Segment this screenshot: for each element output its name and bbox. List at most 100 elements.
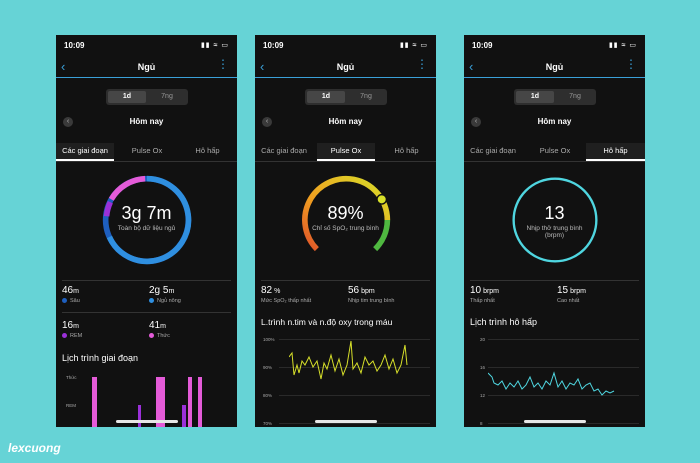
date-label: Hôm nay <box>537 117 572 126</box>
period-segmented-control: 1d 7ng <box>305 89 387 105</box>
status-time: 10:09 <box>64 41 85 50</box>
rem-dot-icon <box>62 333 67 339</box>
section-title: L.trình n.tim và n.độ oxy trong máu <box>261 317 393 327</box>
nav-title: Ngủ <box>545 62 564 72</box>
phone-pulse-ox: 10:09 ▮▮ ≈ ▭ ‹ Ngủ ⋮ 1d 7ng ‹ Hôm nay Cá… <box>255 35 436 427</box>
signal-wifi-battery-icon: ▮▮ ≈ ▭ <box>399 42 428 49</box>
signal-wifi-battery-icon: ▮▮ ≈ ▭ <box>200 42 229 49</box>
nav-title: Ngủ <box>336 62 355 72</box>
stat-awake: 41m <box>149 320 166 331</box>
divider <box>62 312 231 313</box>
sleep-stages-ring <box>102 175 192 265</box>
status-bar: 10:09 ▮▮ ≈ ▭ <box>464 35 645 55</box>
more-options-icon[interactable]: ⋮ <box>217 57 229 71</box>
stat-deep-label: Sâu <box>62 298 80 304</box>
status-bar: 10:09 ▮▮ ≈ ▭ <box>56 35 237 55</box>
spo2-timeline-chart <box>289 340 408 380</box>
segment-7ng[interactable]: 7ng <box>161 93 173 100</box>
watermark-text: lexcuong <box>8 441 61 455</box>
more-options-icon[interactable]: ⋮ <box>416 57 428 71</box>
tab-respiration[interactable]: Hô hấp <box>394 146 419 155</box>
back-chevron-icon[interactable]: ‹ <box>469 59 474 74</box>
home-indicator <box>315 420 377 423</box>
period-segmented-control: 1d 7ng <box>514 89 596 105</box>
segment-7ng[interactable]: 7ng <box>569 93 581 100</box>
stat-light-label: Ngủ nông <box>149 298 181 304</box>
phone-sleep-stages: 10:09 ▮▮ ≈ ▭ ‹ Ngủ ⋮ 1d 7ng ‹ Hôm nay Cá… <box>56 35 237 427</box>
stat-awake-label: Thức <box>149 333 170 339</box>
period-segmented-control: 1d 7ng <box>106 89 188 105</box>
y-tick-90: 90% <box>263 365 273 370</box>
y-tick-rem: REM <box>66 403 76 408</box>
tab-respiration[interactable]: Hô hấp <box>195 146 220 155</box>
segment-1d[interactable]: 1d <box>516 91 554 103</box>
signal-wifi-battery-icon: ▮▮ ≈ ▭ <box>608 42 637 49</box>
status-time: 10:09 <box>263 41 284 50</box>
tab-bar: Các giai đoạn Pulse Ox Hô hấp <box>255 143 436 162</box>
tab-stages[interactable]: Các giai đoạn <box>261 146 307 155</box>
date-row: ‹ Hôm nay <box>464 115 645 131</box>
tab-pulse-ox[interactable]: Pulse Ox <box>539 146 571 155</box>
awake-dot-icon <box>149 333 154 339</box>
nav-title: Ngủ <box>137 62 156 72</box>
respiration-timeline-chart <box>488 371 615 396</box>
avg-respiration-label: Nhịp thở trung bình (brpm) <box>464 225 645 239</box>
y-tick-8: 8 <box>480 421 483 426</box>
stage-timeline-chart <box>92 377 202 427</box>
stat-highest-label: Cao nhất <box>557 298 580 304</box>
stat-avg-hr: 56 bpm <box>348 285 375 296</box>
tab-bar: Các giai đoạn Pulse Ox Hô hấp <box>464 143 645 162</box>
nav-bar: ‹ Ngủ ⋮ <box>56 57 237 78</box>
date-label: Hôm nay <box>129 117 164 126</box>
stat-highest: 15 brpm <box>557 285 587 296</box>
spo2-gauge <box>302 175 391 252</box>
stat-avg-hr-label: Nhịp tim trung bình <box>348 298 395 304</box>
phone-respiration: 10:09 ▮▮ ≈ ▭ ‹ Ngủ ⋮ 1d 7ng ‹ Hôm nay Cá… <box>464 35 645 427</box>
stat-deep: 46m <box>62 285 79 296</box>
y-tick-16: 16 <box>480 365 486 370</box>
light-dot-icon <box>149 298 154 304</box>
segment-7ng[interactable]: 7ng <box>360 93 372 100</box>
divider <box>470 280 639 281</box>
tab-bar: Các giai đoạn Pulse Ox Hô hấp <box>56 143 237 162</box>
date-row: ‹ Hôm nay <box>255 115 436 131</box>
stat-rem: 16m <box>62 320 79 331</box>
y-tick-100: 100% <box>263 337 275 342</box>
more-options-icon[interactable]: ⋮ <box>625 57 637 71</box>
segment-1d[interactable]: 1d <box>307 91 345 103</box>
status-bar: 10:09 ▮▮ ≈ ▭ <box>255 35 436 55</box>
y-tick-80: 80% <box>263 393 273 398</box>
previous-day-icon[interactable]: ‹ <box>262 117 272 127</box>
stat-light: 2g 5m <box>149 285 175 296</box>
deep-dot-icon <box>62 298 67 304</box>
section-title: Lịch trình hô hấp <box>470 317 538 327</box>
total-sleep-label: Toàn bộ dữ liệu ngủ <box>117 225 176 232</box>
tab-respiration[interactable]: Hô hấp <box>586 143 645 161</box>
previous-day-icon[interactable]: ‹ <box>471 117 481 127</box>
section-title: Lịch trình giai đoạn <box>62 353 139 363</box>
avg-respiration-label-line2: (brpm) <box>544 232 565 239</box>
back-chevron-icon[interactable]: ‹ <box>61 59 66 74</box>
home-indicator <box>524 420 586 423</box>
stat-rem-label: REM <box>62 333 82 339</box>
segment-1d[interactable]: 1d <box>108 91 146 103</box>
tab-pulse-ox[interactable]: Pulse Ox <box>317 143 375 161</box>
tab-pulse-ox[interactable]: Pulse Ox <box>131 146 163 155</box>
gauge-marker <box>376 193 388 205</box>
nav-bar: ‹ Ngủ ⋮ <box>255 57 436 78</box>
y-tick-awake: Thức <box>66 375 77 380</box>
y-tick-20: 20 <box>480 337 486 342</box>
respiration-ring <box>512 177 598 263</box>
stat-min-spo2-label: Mức SpO₂ thấp nhất <box>261 298 312 304</box>
y-tick-70: 70% <box>263 421 273 426</box>
avg-respiration-label-line1: Nhịp thở trung bình <box>526 225 583 232</box>
tab-stages[interactable]: Các giai đoạn <box>56 143 114 161</box>
nav-bar: ‹ Ngủ ⋮ <box>464 57 645 78</box>
previous-day-icon[interactable]: ‹ <box>63 117 73 127</box>
tab-stages[interactable]: Các giai đoạn <box>470 146 516 155</box>
avg-spo2-label: Chỉ số SpO₂ trung bình <box>312 225 379 232</box>
status-time: 10:09 <box>472 41 493 50</box>
divider <box>62 280 231 281</box>
back-chevron-icon[interactable]: ‹ <box>260 59 265 74</box>
stat-lowest-label: Thấp nhất <box>470 298 495 304</box>
